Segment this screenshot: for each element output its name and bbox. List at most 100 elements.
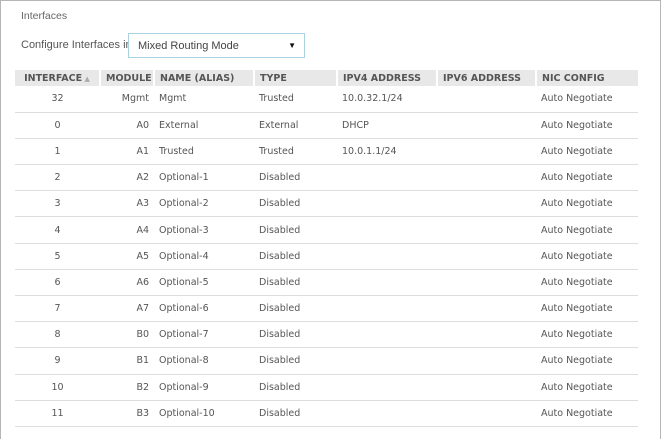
cell-ipv4: [337, 190, 437, 218]
sort-icon[interactable]: ▲: [82, 74, 90, 83]
cell-module: Mgmt: [100, 86, 154, 113]
table-row[interactable]: 6 A6 Optional-5 Disabled Auto Negotiate: [15, 269, 638, 297]
cell-module: B3: [100, 400, 154, 427]
dropdown-arrow-icon: ▼: [288, 41, 296, 50]
table-row[interactable]: 32 Mgmt Mgmt Trusted 10.0.32.1/24 Auto Negoti…: [15, 86, 638, 113]
cell-module: A4: [100, 216, 154, 244]
cell-ipv6: [437, 243, 536, 270]
column-header-label: NAME (ALIAS): [160, 72, 235, 84]
cell-nic-config: Auto Negotiate: [536, 190, 638, 218]
cell-ipv4: 10.0.1.1/24: [337, 138, 437, 166]
cell-ipv6: [437, 190, 536, 218]
column-header-label: NIC CONFIG: [542, 72, 605, 84]
cell-module: A6: [100, 269, 154, 297]
column-header-type[interactable]: TYPE: [253, 70, 337, 86]
cell-nic-config: Auto Negotiate: [536, 347, 638, 375]
table-row[interactable]: 4 A4 Optional-3 Disabled Auto Negotiate: [15, 216, 638, 244]
cell-nic-config: Auto Negotiate: [536, 216, 638, 244]
table-row[interactable]: 10 B2 Optional-9 Disabled Auto Negotiate: [15, 374, 638, 401]
cell-ipv6: [437, 347, 536, 375]
cell-name: Optional-2: [154, 190, 254, 218]
cell-ipv6: [437, 164, 536, 192]
column-header-ipv6[interactable]: IPV6 ADDRESS: [436, 70, 536, 86]
cell-nic-config: Auto Negotiate: [536, 321, 638, 349]
cell-name: Optional-8: [154, 347, 254, 375]
cell-type: Disabled: [254, 400, 337, 427]
cell-name: Optional-6: [154, 295, 254, 323]
cell-nic-config: Auto Negotiate: [536, 269, 638, 297]
cell-ipv4: [337, 347, 437, 375]
cell-ipv6: [437, 295, 536, 323]
column-header-ipv4[interactable]: IPV4 ADDRESS: [336, 70, 437, 86]
cell-name: External: [154, 112, 254, 139]
cell-ipv6: [437, 374, 536, 401]
cell-ipv4: [337, 400, 437, 427]
table-row[interactable]: 7 A7 Optional-6 Disabled Auto Negotiate: [15, 295, 638, 323]
table-row[interactable]: 8 B0 Optional-7 Disabled Auto Negotiate: [15, 321, 638, 349]
cell-nic-config: Auto Negotiate: [536, 374, 638, 401]
column-header-module[interactable]: MODULE: [99, 70, 154, 86]
cell-ipv6: [437, 269, 536, 297]
cell-interface: 0: [15, 112, 100, 139]
cell-interface: 5: [15, 243, 100, 270]
table-row[interactable]: 0 A0 External External DHCP Auto Negotiate: [15, 112, 638, 139]
cell-ipv6: [437, 112, 536, 139]
cell-module: A0: [100, 112, 154, 139]
cell-type: Disabled: [254, 374, 337, 401]
cell-nic-config: Auto Negotiate: [536, 112, 638, 139]
cell-interface: 6: [15, 269, 100, 297]
cell-interface: 8: [15, 321, 100, 349]
column-header-label: IPV4 ADDRESS: [343, 72, 421, 84]
column-header-label: IPV6 ADDRESS: [443, 72, 521, 84]
cell-type: Disabled: [254, 164, 337, 192]
cell-ipv6: [437, 400, 536, 427]
cell-type: Trusted: [254, 86, 337, 113]
cell-name: Optional-1: [154, 164, 254, 192]
cell-name: Optional-9: [154, 374, 254, 401]
cell-nic-config: Auto Negotiate: [536, 295, 638, 323]
cell-interface: 32: [15, 86, 100, 113]
cell-name: Mgmt: [154, 86, 254, 113]
routing-mode-select[interactable]: Mixed Routing Mode ▼: [128, 33, 305, 58]
column-header-name[interactable]: NAME (ALIAS): [153, 70, 254, 86]
cell-module: B2: [100, 374, 154, 401]
table-row[interactable]: 9 B1 Optional-8 Disabled Auto Negotiate: [15, 347, 638, 375]
page-title: Interfaces: [21, 10, 68, 22]
cell-interface: 3: [15, 190, 100, 218]
configure-label: Configure Interfaces in: [21, 39, 132, 51]
cell-ipv4: [337, 269, 437, 297]
cell-type: Disabled: [254, 347, 337, 375]
cell-name: Optional-10: [154, 400, 254, 427]
column-header-label: INTERFACE: [24, 72, 83, 84]
table-row[interactable]: 1 A1 Trusted Trusted 10.0.1.1/24 Auto Negotia…: [15, 138, 638, 166]
column-header-label: MODULE: [106, 72, 152, 84]
cell-ipv4: [337, 374, 437, 401]
column-header-nic-config[interactable]: NIC CONFIG: [535, 70, 638, 86]
cell-nic-config: Auto Negotiate: [536, 400, 638, 427]
table-row[interactable]: 5 A5 Optional-4 Disabled Auto Negotiate: [15, 243, 638, 270]
cell-type: Disabled: [254, 243, 337, 270]
cell-module: B0: [100, 321, 154, 349]
cell-ipv4: DHCP: [337, 112, 437, 139]
table-row[interactable]: 2 A2 Optional-1 Disabled Auto Negotiate: [15, 164, 638, 192]
column-header-interface[interactable]: INTERFACE ▲: [15, 70, 100, 86]
cell-nic-config: Auto Negotiate: [536, 243, 638, 270]
cell-name: Optional-7: [154, 321, 254, 349]
cell-ipv6: [437, 216, 536, 244]
cell-type: External: [254, 112, 337, 139]
cell-module: A5: [100, 243, 154, 270]
cell-name: Optional-4: [154, 243, 254, 270]
cell-ipv6: [437, 86, 536, 113]
table-row[interactable]: 3 A3 Optional-2 Disabled Auto Negotiate: [15, 190, 638, 218]
cell-ipv4: [337, 321, 437, 349]
cell-name: Trusted: [154, 138, 254, 166]
table-row[interactable]: 11 B3 Optional-10 Disabled Auto Negotiate: [15, 400, 638, 427]
cell-type: Disabled: [254, 269, 337, 297]
cell-interface: 7: [15, 295, 100, 323]
cell-nic-config: Auto Negotiate: [536, 138, 638, 166]
cell-name: Optional-5: [154, 269, 254, 297]
cell-nic-config: Auto Negotiate: [536, 86, 638, 113]
cell-module: A7: [100, 295, 154, 323]
cell-interface: 11: [15, 400, 100, 427]
